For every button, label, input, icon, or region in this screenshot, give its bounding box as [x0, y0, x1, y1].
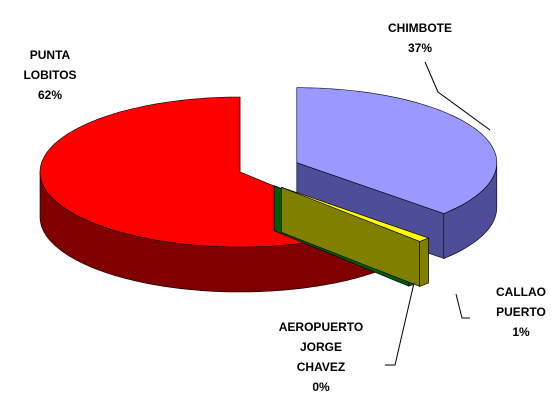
category-label: CHIMBOTE — [388, 21, 452, 35]
value-label: 1% — [512, 325, 530, 339]
slice — [296, 87, 498, 214]
value-label: 37% — [407, 41, 433, 55]
slice-side — [419, 237, 429, 287]
slice — [281, 186, 430, 242]
value-label: 0% — [312, 380, 330, 394]
slice-label: PUNTA LOBITOS 62% — [14, 45, 86, 105]
category-label: AEROPUERTO JORGE CHAVEZ — [278, 320, 364, 374]
value-label: 62% — [37, 88, 63, 102]
leader-line — [455, 293, 470, 319]
leader-line — [385, 282, 415, 366]
leader-line — [424, 61, 491, 131]
category-label: PUNTA LOBITOS — [23, 48, 77, 82]
slice-label: AEROPUERTO JORGE CHAVEZ 0% — [276, 317, 366, 397]
slices — [39, 87, 498, 293]
slice-label: CALLAO PUERTO 1% — [486, 282, 556, 342]
slice-label: CHIMBOTE 37% — [375, 18, 465, 58]
category-label: CALLAO PUERTO — [496, 285, 546, 319]
